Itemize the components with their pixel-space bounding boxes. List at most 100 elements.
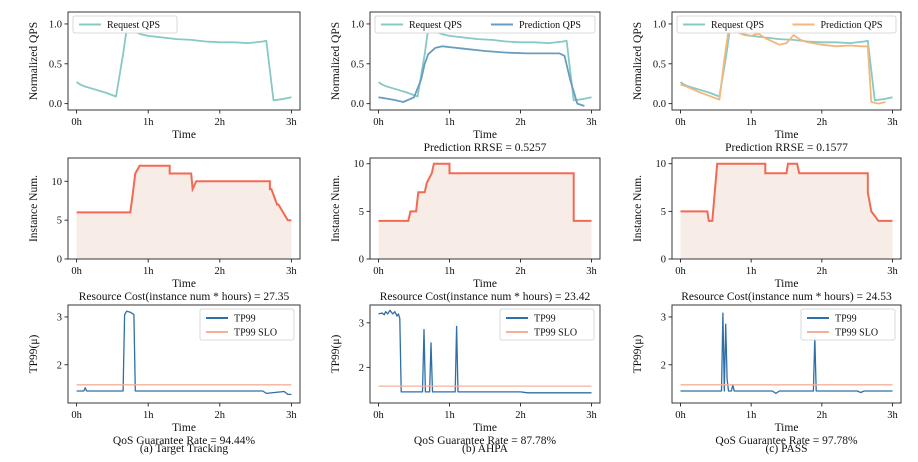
column-caption: (b) AHPA xyxy=(462,443,509,455)
x-tick-label: 3h xyxy=(286,266,297,277)
y-tick-label: 1.0 xyxy=(49,19,62,30)
x-tick-label: 1h xyxy=(746,410,757,421)
legend-entry: Request QPS xyxy=(409,20,462,31)
legend-box xyxy=(374,15,596,34)
chart-qps-pass: 0h 1h 2h 3h 0.0 0.5 1.0 Time Normalized QPS Predi… xyxy=(632,11,902,154)
legend-entry: TP99 xyxy=(534,314,556,325)
series-line-request xyxy=(76,27,292,102)
x-tick-label: 2h xyxy=(215,117,226,128)
x-axis-label: Time xyxy=(172,129,196,141)
y-axis-label: Instance Num. xyxy=(632,175,644,242)
y-axis-label: Normalized QPS xyxy=(28,22,40,100)
series-line-instance xyxy=(378,162,592,222)
x-axis-label: Time xyxy=(473,422,497,434)
x-axis-label: Time xyxy=(172,422,196,434)
series-line-prediction_ahpa xyxy=(378,45,585,107)
series-line-prediction_pass xyxy=(680,29,886,105)
legend: TP99 TP99 SLO xyxy=(499,308,595,341)
x-tick-label: 0h xyxy=(373,410,384,421)
x-tick-label: 0h xyxy=(675,410,686,421)
y-tick-label: 2 xyxy=(359,363,364,374)
y-tick-label: 0 xyxy=(57,255,62,266)
plot-frame xyxy=(671,304,902,404)
chart-tp99-ahpa: 0h 1h 2h 3h 2 3 Time TP99(μ) QoS Guarantee Rate … xyxy=(330,304,601,447)
y-tick-label: 5 xyxy=(661,207,666,218)
chart-annotation: Resource Cost(instance num * hours) = 23… xyxy=(380,291,591,303)
x-tick-label: 1h xyxy=(143,266,154,277)
series-line-request xyxy=(679,27,893,102)
chart-inst-tt: 0h 1h 2h 3h 0 5 10 Time Instance Num. Resource Co… xyxy=(28,157,301,303)
x-axis-label: Time xyxy=(473,129,497,141)
y-axis-label: Normalized QPS xyxy=(330,22,342,100)
legend-entry: TP99 xyxy=(835,314,857,325)
chart-annotation: Prediction RRSE = 0.1577 xyxy=(725,142,848,154)
x-tick-label: 3h xyxy=(286,117,297,128)
chart-tp99-tt: 0h 1h 2h 3h 2 3 Time TP99(μ) QoS Guarantee Rate … xyxy=(28,304,301,447)
x-tick-label: 3h xyxy=(586,117,597,128)
x-tick-label: 3h xyxy=(586,266,597,277)
x-tick-label: 2h xyxy=(515,266,526,277)
y-tick-label: 0 xyxy=(661,255,666,266)
y-tick-label: 1.0 xyxy=(351,19,364,30)
plot-frame xyxy=(67,304,301,404)
legend: TP99 TP99 SLO xyxy=(199,308,295,341)
y-tick-label: 0 xyxy=(359,255,364,266)
plot-frame xyxy=(671,11,902,111)
chart-qps-tt: 0h 1h 2h 3h 0.0 0.5 1.0 Time Normalized QPS Reque… xyxy=(28,11,301,141)
x-tick-label: 3h xyxy=(586,410,597,421)
legend-entry: TP99 SLO xyxy=(534,328,577,339)
plot-frame xyxy=(369,11,601,111)
y-axis-label: TP99(μ) xyxy=(632,334,644,373)
x-tick-label: 0h xyxy=(675,266,686,277)
legend: Request QPS xyxy=(72,15,178,34)
y-tick-label: 2 xyxy=(57,360,62,371)
y-tick-label: 0.0 xyxy=(49,99,62,110)
y-tick-label: 1.0 xyxy=(653,19,666,30)
y-axis-label: TP99(μ) xyxy=(330,334,342,373)
area-fill xyxy=(378,163,592,259)
x-tick-label: 1h xyxy=(143,410,154,421)
x-axis-label: Time xyxy=(473,278,497,290)
legend-entry: Request QPS xyxy=(107,20,160,31)
x-tick-label: 3h xyxy=(887,410,898,421)
area-fill xyxy=(76,165,292,259)
y-tick-label: 2 xyxy=(661,360,666,371)
legend: Request QPS Prediction QPS xyxy=(676,15,897,34)
x-axis-label: Time xyxy=(775,129,799,141)
plot-frame xyxy=(369,304,601,404)
series-line-instance xyxy=(76,164,292,222)
column-caption: (c) PASS xyxy=(765,443,807,455)
y-axis-label: TP99(μ) xyxy=(28,334,40,373)
x-tick-label: 2h xyxy=(215,410,226,421)
legend-entry: Request QPS xyxy=(711,20,764,31)
x-tick-label: 1h xyxy=(746,266,757,277)
y-tick-label: 3 xyxy=(57,312,62,323)
y-tick-label: 5 xyxy=(359,207,364,218)
y-tick-label: 3 xyxy=(661,312,666,323)
y-tick-label: 0.0 xyxy=(351,99,364,110)
series-line-tp99 xyxy=(680,312,893,395)
x-tick-label: 0h xyxy=(71,410,82,421)
legend-entry: TP99 SLO xyxy=(234,328,277,339)
y-tick-label: 0.0 xyxy=(653,99,666,110)
x-tick-label: 2h xyxy=(515,410,526,421)
series-line-instance xyxy=(680,162,893,222)
x-tick-label: 2h xyxy=(817,410,828,421)
x-tick-label: 3h xyxy=(887,266,898,277)
legend-entry: Prediction QPS xyxy=(821,20,883,31)
plot-frame xyxy=(67,157,301,260)
chart-qps-ahpa: 0h 1h 2h 3h 0.0 0.5 1.0 Time Normalized QPS Predi… xyxy=(330,11,601,154)
legend-entry: Prediction QPS xyxy=(519,20,581,31)
y-tick-label: 3 xyxy=(359,318,364,329)
legend-entry: TP99 xyxy=(234,314,256,325)
y-tick-label: 10 xyxy=(656,159,667,170)
x-axis-label: Time xyxy=(775,422,799,434)
y-tick-label: 0.5 xyxy=(653,59,666,70)
series-line-tp99 xyxy=(378,309,592,394)
x-tick-label: 0h xyxy=(373,117,384,128)
x-tick-label: 1h xyxy=(444,410,455,421)
x-tick-label: 1h xyxy=(746,117,757,128)
plot-frame xyxy=(67,11,301,111)
series-line-tp99 xyxy=(76,310,292,396)
